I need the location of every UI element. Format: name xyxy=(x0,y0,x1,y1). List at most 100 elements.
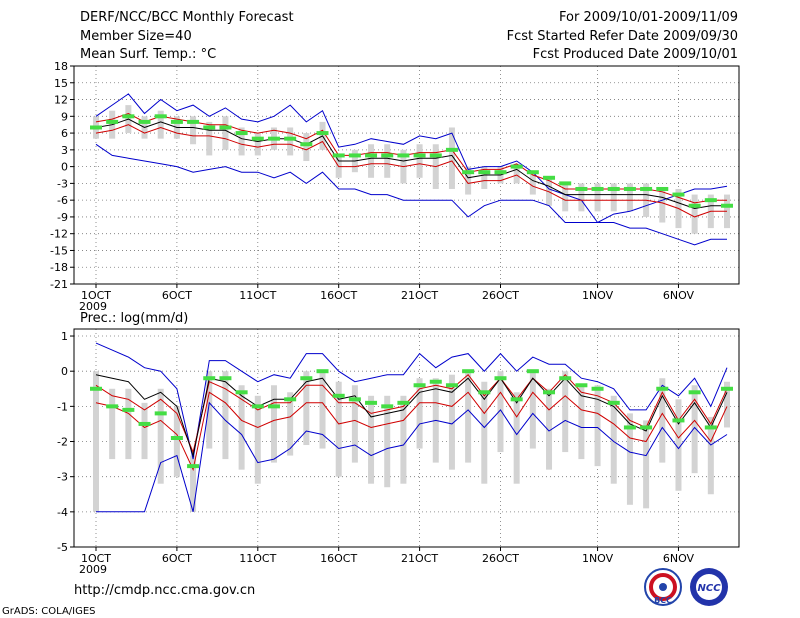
median-marker xyxy=(154,411,167,416)
ensemble-range-bar xyxy=(319,371,326,449)
x-tick-label: 21OCT xyxy=(401,289,438,302)
ensemble-range-bar xyxy=(335,381,342,477)
median-marker xyxy=(462,369,475,374)
bcc-logo: BCC xyxy=(644,568,682,606)
y-tick-label: -5 xyxy=(57,541,68,554)
refer-date: Fcst Started Refer Date 2009/09/30 xyxy=(506,29,738,44)
y-tick-label: 6 xyxy=(61,127,68,140)
ensemble-range-bar xyxy=(157,388,164,484)
median-marker xyxy=(284,397,297,402)
series-line-max xyxy=(95,93,728,224)
precipitation-panel: 1 0 -1 -2 -3 -4 -5 1OCT 6OCT 11OCT 16OCT 21OCT 26OCT… xyxy=(57,328,740,576)
grads-credit: GrADS: COLA/IGES xyxy=(2,606,96,617)
median-marker xyxy=(90,386,102,391)
ensemble-range-bar xyxy=(222,116,229,150)
median-marker xyxy=(543,175,556,180)
y-tick-label: -21 xyxy=(50,278,68,291)
median-marker xyxy=(397,400,410,405)
plot-frame xyxy=(73,328,740,548)
ensemble-range-bar xyxy=(691,194,698,234)
median-marker xyxy=(526,170,539,175)
ensemble-range-bar xyxy=(448,127,455,189)
bcc-logo-text: BCC xyxy=(654,596,672,605)
median-marker xyxy=(365,153,378,158)
median-marker xyxy=(526,369,539,374)
series-line-mean xyxy=(95,374,728,458)
ensemble-range-bar xyxy=(691,385,698,474)
median-marker xyxy=(203,376,216,381)
ensemble-range-bar xyxy=(287,392,294,456)
median-marker xyxy=(445,147,458,152)
median-marker xyxy=(138,421,151,426)
median-marker xyxy=(381,404,394,409)
ensemble-range-bar xyxy=(270,385,277,463)
median-marker xyxy=(721,203,733,208)
median-marker xyxy=(300,142,313,147)
ensemble-range-bar xyxy=(157,110,164,139)
median-marker xyxy=(721,386,733,391)
median-marker xyxy=(106,119,119,124)
y-tick-label: 0 xyxy=(61,365,68,378)
median-marker xyxy=(640,186,653,191)
median-marker xyxy=(316,131,329,136)
produced-date: Fcst Produced Date 2009/10/01 xyxy=(532,47,738,62)
x-tick-label: 6NOV xyxy=(663,289,695,302)
y-tick-label: -1 xyxy=(57,400,68,413)
ensemble-range-bar xyxy=(659,188,666,223)
median-marker xyxy=(445,383,458,388)
ensemble-range-bar xyxy=(562,371,569,453)
ensemble-range-bar xyxy=(497,371,504,453)
series-line-min xyxy=(95,143,727,246)
median-marker xyxy=(494,376,507,381)
ensemble-range-bar xyxy=(610,183,617,212)
ensemble-range-bar xyxy=(481,166,488,189)
median-marker xyxy=(219,125,232,130)
median-marker xyxy=(397,153,410,158)
median-marker xyxy=(656,186,669,191)
median-marker xyxy=(332,393,345,398)
median-marker xyxy=(672,418,685,423)
ensemble-range-bar xyxy=(481,381,488,484)
y-tick-label: -2 xyxy=(57,436,68,449)
y-tick-label: 12 xyxy=(54,94,68,107)
median-marker xyxy=(413,383,426,388)
ensemble-range-bar xyxy=(626,183,633,212)
ensemble-range-bar xyxy=(109,388,116,460)
median-marker xyxy=(122,114,135,119)
y-tick-label: -15 xyxy=(50,244,68,257)
ensemble-range-bar xyxy=(448,374,455,470)
ensemble-range-bar xyxy=(190,455,197,512)
y-tick-label: 0 xyxy=(61,161,68,174)
temperature-panel: 18 15 12 9 6 3 0 -3 -6 -9 -12 -15 -18 -21 1OCT 6OCT 11OC… xyxy=(50,60,740,313)
x-tick-label: 26OCT xyxy=(482,289,519,302)
median-marker xyxy=(607,400,620,405)
x-tick-label: 26OCT xyxy=(482,552,519,565)
median-marker xyxy=(575,186,588,191)
median-marker xyxy=(510,164,523,169)
x-tick-label: 6OCT xyxy=(162,552,192,565)
median-marker xyxy=(251,404,264,409)
median-marker xyxy=(413,153,426,158)
y-tick-label: 9 xyxy=(61,110,68,123)
x-tick-label: 6NOV xyxy=(663,552,695,565)
ensemble-range-bar xyxy=(594,183,601,212)
ensemble-range-bar xyxy=(384,395,391,488)
ensemble-range-bar xyxy=(643,420,650,509)
median-marker xyxy=(494,170,507,175)
median-marker xyxy=(591,386,604,391)
ensemble-range-bar xyxy=(206,371,213,449)
x-tick-label: 21OCT xyxy=(401,552,438,565)
median-marker xyxy=(348,153,361,158)
median-marker xyxy=(267,136,280,141)
median-marker xyxy=(170,119,183,124)
median-marker xyxy=(267,404,280,409)
ensemble-range-bar xyxy=(724,381,730,428)
median-marker xyxy=(704,425,717,430)
ensemble-range-bar xyxy=(303,371,310,446)
median-marker xyxy=(591,186,604,191)
median-marker xyxy=(607,186,620,191)
y-tick-label: -6 xyxy=(57,194,68,207)
ensemble-range-bar xyxy=(513,392,520,484)
ensemble-range-bar xyxy=(416,378,423,449)
